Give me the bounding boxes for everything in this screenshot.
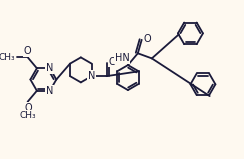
Text: N: N [88, 71, 95, 81]
Text: O: O [109, 57, 116, 67]
Text: O: O [25, 103, 32, 113]
Text: CH₃: CH₃ [0, 53, 15, 62]
Text: N: N [46, 86, 53, 96]
Text: CH₃: CH₃ [19, 111, 36, 120]
Text: O: O [144, 34, 152, 44]
Text: N: N [46, 63, 53, 73]
Text: O: O [24, 46, 31, 56]
Text: HN: HN [115, 53, 130, 63]
